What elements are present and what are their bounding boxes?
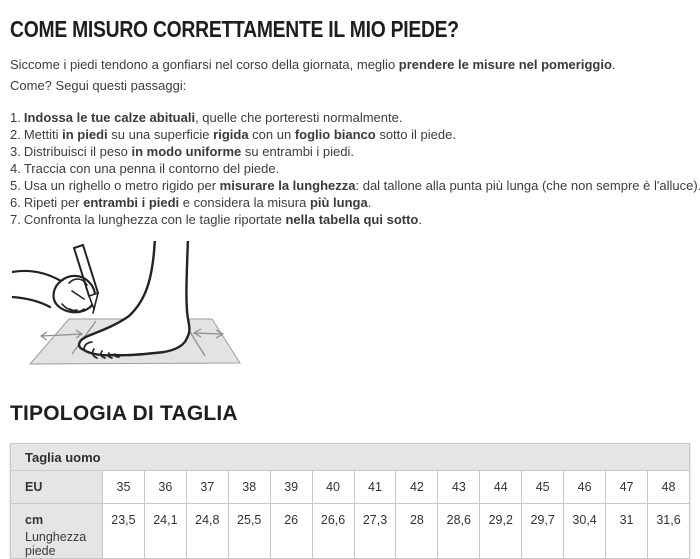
eu-size-cell: 46 <box>563 470 607 504</box>
step-number: 6. <box>10 195 21 210</box>
step-item: 4. Traccia con una penna il contorno del … <box>10 160 690 177</box>
step-number: 7. <box>10 212 21 227</box>
eu-size-cell: 43 <box>437 470 481 504</box>
step-number: 5. <box>10 178 21 193</box>
eu-size-cell: 48 <box>646 470 691 504</box>
size-table: Taglia uomo EU 35 36 37 38 39 40 41 42 4… <box>10 443 691 559</box>
step-number: 1. <box>10 110 21 125</box>
cm-value-cell: 27,3 <box>353 503 397 559</box>
cm-value-cell: 26 <box>269 503 313 559</box>
cm-value-cell: 28 <box>395 503 439 559</box>
eu-size-cell: 45 <box>521 470 565 504</box>
eu-size-cell: 40 <box>311 470 355 504</box>
steps-list: 1. Indossa le tue calze abituali, quelle … <box>10 109 700 228</box>
step-text: Traccia con una penna il contorno del pi… <box>23 161 280 176</box>
cm-value-cell: 29,2 <box>479 503 523 559</box>
eu-size-cell: 42 <box>395 470 439 504</box>
page-title: COME MISURO CORRETTAMENTE IL MIO PIEDE? <box>10 16 459 42</box>
cm-sublabel: Lunghezza piede <box>25 530 87 558</box>
eu-size-cell: 41 <box>353 470 397 504</box>
step-item: 1. Indossa le tue calze abituali, quelle … <box>10 109 690 126</box>
step-number: 4. <box>10 161 21 176</box>
step-text: Indossa le tue calze abituali, quelle ch… <box>23 110 403 125</box>
table-header-row: Taglia uomo <box>10 443 690 471</box>
step-item: 3. Distribuisci il peso in modo uniforme … <box>10 143 690 160</box>
section-title: TIPOLOGIA DI TAGLIA <box>10 402 238 425</box>
step-text: Usa un righello o metro rigido per misur… <box>23 178 700 193</box>
cm-value-cell: 31,6 <box>646 503 691 559</box>
cm-lengths-row: cm Lunghezza piede 23,5 24,1 24,8 25,5 2… <box>10 503 691 559</box>
cm-value-cell: 29,7 <box>521 503 565 559</box>
eu-size-cell: 47 <box>605 470 648 504</box>
cm-value-cell: 28,6 <box>437 503 481 559</box>
cm-value-cell: 30,4 <box>563 503 607 559</box>
eu-size-cell: 39 <box>269 470 313 504</box>
cm-value-cell: 24,1 <box>143 503 187 559</box>
step-item: 2. Mettiti in piedi su una superficie rig… <box>10 126 690 143</box>
cm-value-cell: 23,5 <box>102 503 145 559</box>
cm-value-cell: 24,8 <box>185 503 229 559</box>
cm-label: cm <box>25 513 44 527</box>
step-text: Ripeti per entrambi i piedi e considera … <box>23 195 372 210</box>
intro-paragraph: Siccome i piedi tendono a gonfiarsi nel … <box>10 57 616 93</box>
table-header-cell: Taglia uomo <box>10 443 690 471</box>
eu-size-cell: 44 <box>479 470 523 504</box>
step-text: Mettiti in piedi su una superficie rigid… <box>23 127 456 142</box>
step-item: 6. Ripeti per entrambi i piedi e consider… <box>10 194 690 211</box>
step-number: 3. <box>10 144 21 159</box>
cm-value-cell: 26,6 <box>311 503 355 559</box>
foot-tracing-drawing-icon <box>12 241 241 365</box>
step-item: 5. Usa un righello o metro rigido per mis… <box>10 177 700 194</box>
step-item: 7. Confronta la lunghezza con le taglie r… <box>10 211 690 228</box>
cm-label-cell: cm Lunghezza piede <box>10 503 103 559</box>
eu-label-cell: EU <box>10 470 103 504</box>
eu-size-cell: 35 <box>102 470 145 504</box>
foot-measurement-illustration <box>12 241 254 391</box>
step-number: 2. <box>10 127 21 142</box>
step-text: Confronta la lunghezza con le taglie rip… <box>23 212 422 227</box>
cm-value-cell: 31 <box>605 503 648 559</box>
eu-sizes-row: EU 35 36 37 38 39 40 41 42 43 44 45 46 4… <box>10 470 691 504</box>
step-text: Distribuisci il peso in modo uniforme su… <box>23 144 355 159</box>
eu-size-cell: 38 <box>227 470 271 504</box>
cm-value-cell: 25,5 <box>227 503 271 559</box>
eu-size-cell: 36 <box>143 470 187 504</box>
eu-size-cell: 37 <box>185 470 229 504</box>
